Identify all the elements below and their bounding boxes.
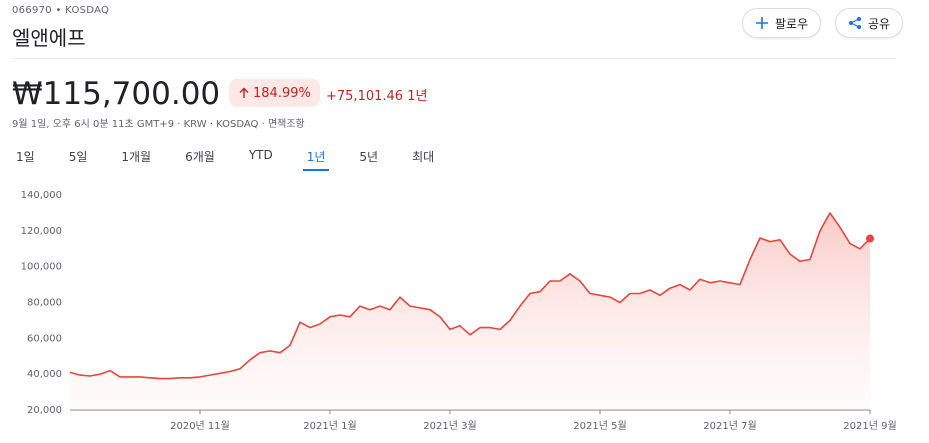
share-label: 공유: [868, 16, 891, 31]
change-badge: 184.99%: [229, 79, 320, 107]
price: ₩115,700.00: [12, 76, 221, 112]
range-tab[interactable]: 최대: [412, 150, 435, 164]
chart: 20,000 40,000 60,000 80,000 100,000 120,000 14…: [21, 190, 897, 432]
up-arrow: [239, 87, 249, 98]
y-tick-label: 100,000: [21, 262, 62, 273]
company-name: 엘앤에프: [12, 26, 86, 50]
x-tick-label: 2021년 7월: [703, 420, 756, 432]
x-tick-label: 2021년 5월: [573, 420, 626, 432]
change-period: 1년: [407, 89, 428, 104]
last-point: [866, 234, 874, 243]
share-button[interactable]: 공유: [835, 8, 904, 38]
change: +75,101.46 1년: [326, 85, 427, 104]
divider: [12, 58, 896, 59]
price-area: [70, 212, 870, 410]
price-line: [69, 212, 871, 380]
change-amount: +75,101.46: [326, 89, 404, 104]
range-tab[interactable]: 5년: [359, 150, 379, 164]
share-icon: [849, 17, 861, 29]
y-tick-label: 60,000: [27, 333, 62, 344]
y-tick-label: 40,000: [27, 369, 62, 380]
x-tick-label: 2021년 3월: [423, 420, 476, 432]
y-tick-label: 20,000: [27, 405, 62, 416]
y-tick-label: 120,000: [21, 226, 62, 237]
range-tab[interactable]: 5일: [68, 150, 88, 164]
follow-button[interactable]: 팔로우: [742, 8, 822, 38]
range-tab[interactable]: 1일: [16, 150, 35, 164]
x-tick-label: 2021년 9월: [843, 420, 896, 432]
x-tick-label: 2021년 1월: [303, 420, 356, 432]
range-tab[interactable]: 1년: [302, 148, 330, 171]
range-tabs: 1일 5일 1개월 6개월 YTD 1년 5년 최대: [12, 148, 464, 171]
y-tick-label: 80,000: [27, 298, 62, 309]
plus-icon: [756, 17, 768, 29]
y-tick-label: 140,000: [21, 190, 62, 201]
x-tick-label: 2020년 11월: [170, 420, 230, 432]
ticker: 066970 • KOSDAQ: [12, 5, 110, 16]
follow-label: 팔로우: [775, 16, 809, 31]
range-tab[interactable]: 6개월: [185, 150, 215, 164]
quote-meta: 9월 1일, 오후 6시 0분 11초 GMT+9 · KRW · KOSDAQ…: [12, 119, 305, 130]
change-percent: 184.99%: [253, 85, 311, 101]
range-tab[interactable]: 1개월: [121, 150, 152, 164]
range-tab[interactable]: YTD: [248, 148, 273, 162]
